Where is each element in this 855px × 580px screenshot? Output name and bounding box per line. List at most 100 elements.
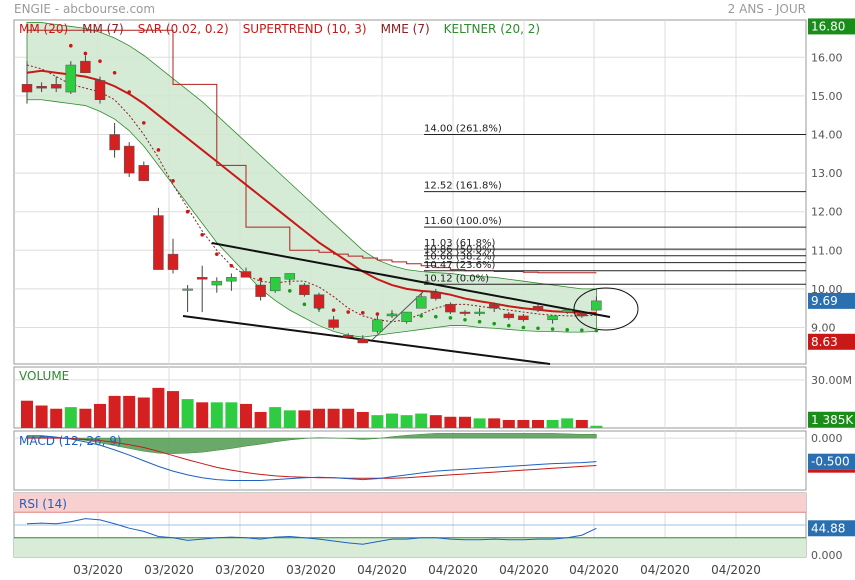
candle-body [372,319,383,332]
price-tick: 16.00 [811,51,843,64]
fib-label: 10.12 (0.0%) [424,273,489,284]
sar-dot [185,209,190,214]
volume-bar [35,405,48,428]
fib-label: 10.86 (50.0%) [424,245,495,256]
volume-bar [561,418,574,428]
candle-body [561,309,573,313]
volume-badge [808,411,855,428]
candle-body [211,280,223,286]
volume-bar [137,397,150,428]
rsi-oversold-band [14,537,806,557]
volume-bar [269,407,282,428]
sar-dot [215,252,219,256]
price-tick: 14.00 [811,129,843,142]
volume-bar [79,408,92,428]
volume-bar [21,400,33,428]
volume-bar [473,418,486,428]
candle-body [576,313,588,317]
sar-dot [98,59,102,63]
fib-label: 14.00 (261.8%) [424,124,502,135]
price-tick: 9.00 [811,322,836,335]
rsi-overbought-band [14,493,806,513]
candle-body [269,277,281,292]
price-badge [808,18,855,35]
volume-bar [532,419,544,428]
chart-source: ENGIE - abcbourse.com [14,2,155,16]
sar-dot [83,51,88,56]
sar-dot [507,323,511,328]
candle-body [342,334,354,338]
volume-bar [123,395,136,428]
volume-bar [240,403,252,428]
rsi-badge [808,520,855,537]
candle-body [167,253,179,270]
macd-line [27,435,597,482]
sar-dot [288,289,292,293]
sar-dot [69,43,73,48]
fib-anchor-line [371,290,425,341]
candle-body [401,311,412,322]
candle-body [36,86,47,89]
highlight-circle [573,287,639,331]
channel-upper-line [211,242,611,318]
candle-body [226,277,237,282]
price-tick: 11.00 [811,244,843,257]
x-tick-label: 04/2020 [640,563,690,577]
legend-item: SUPERTREND (10, 3) [243,22,367,36]
volume-bar [517,419,530,428]
volume-bar [459,416,471,428]
volume-bar [283,410,296,428]
candle-body [153,215,164,270]
volume-bar [429,415,442,428]
candle-body [196,277,208,280]
sar-dot [375,312,380,316]
price-badge-label: 9.69 [811,294,838,308]
candle-body [386,313,398,317]
volume-bar [298,410,311,428]
x-tick-label: 04/2020 [357,563,407,577]
price-tick: 13.00 [811,167,843,180]
rsi-badge-label: 44.88 [811,521,845,535]
price-tick: 10.00 [811,283,843,296]
macd-histogram [26,433,597,454]
volume-bar [64,407,77,428]
volume-bar [400,415,413,428]
candle-body [109,134,120,151]
volume-title: VOLUME [19,369,69,383]
sar-dot [229,263,234,268]
candle-body [415,296,427,309]
x-tick-label: 04/2020 [428,563,478,577]
sar-dot [156,148,161,152]
fib-label: 11.03 (61.8%) [424,238,495,249]
volume-bar [94,403,106,428]
legend-item: MM (7) [82,22,124,36]
rsi-line [26,518,597,545]
x-tick-label: 03/2020 [144,563,194,577]
volume-bar [575,419,588,428]
volume-bar [546,419,559,428]
x-tick-label: 03/2020 [73,563,123,577]
volume-tick: 30.00M [811,374,852,387]
sar-dot [331,308,336,312]
candle-body [255,284,266,297]
x-tick-label: 03/2020 [286,563,336,577]
volume-bar [502,419,515,428]
volume-bar [152,387,165,428]
sar-dot [448,316,453,320]
x-tick-label: 04/2020 [711,563,761,577]
macd-tick: 0.000 [811,432,843,445]
sar-dot [127,90,131,94]
sar-dot [536,326,540,331]
candle-body [430,292,442,299]
volume-bar [327,408,340,428]
sar-dot [565,328,569,332]
fib-label: 11.60 (100.0%) [424,216,502,227]
fib-label: 10.47 (23.6%) [424,260,495,271]
sar-dot [171,179,175,183]
mm20-line [26,69,597,314]
sar-dot [580,328,584,333]
sar-dot [419,314,424,318]
volume-bar [50,408,63,428]
volume-bar [254,411,267,428]
